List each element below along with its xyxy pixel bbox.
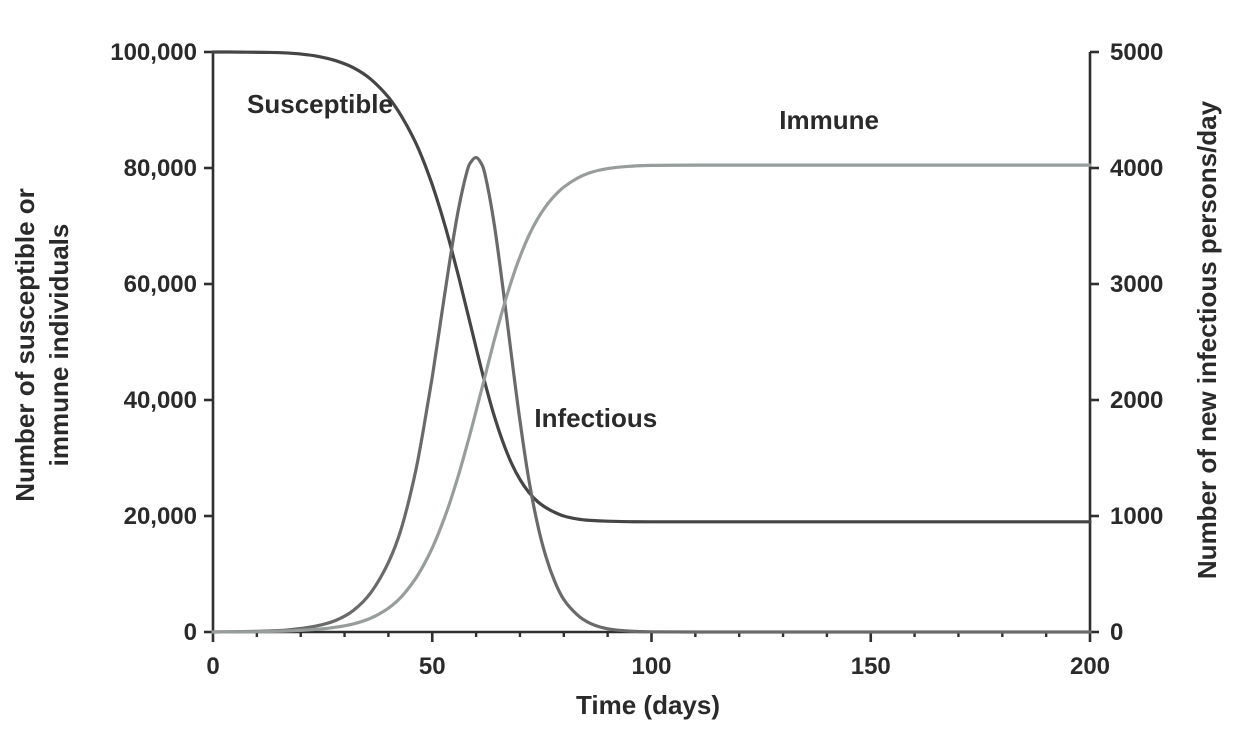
y-left-tick-label: 20,000 — [124, 503, 197, 530]
y-right-tick-label: 3000 — [1110, 271, 1163, 298]
curve-infectious — [211, 155, 1092, 634]
x-tick-label: 200 — [1070, 653, 1110, 680]
y-right-tick-label: 2000 — [1110, 387, 1163, 414]
y-left-tick-label: 80,000 — [124, 155, 197, 182]
x-tick-label: 150 — [851, 653, 891, 680]
y-right-tick-label: 0 — [1110, 619, 1123, 646]
y-axis-left-title-line2: immune individuals — [44, 224, 74, 467]
plot-area: 020,00040,00060,00080,000100,00001000200… — [110, 39, 1163, 680]
x-tick-label: 0 — [206, 653, 219, 680]
curve-label-infectious: Infectious — [534, 403, 657, 433]
curve-susceptible — [211, 50, 1092, 524]
y-right-tick-label: 1000 — [1110, 503, 1163, 530]
x-axis-title: Time (days) — [576, 690, 720, 720]
curve-immune — [211, 163, 1092, 634]
y-left-tick-label: 40,000 — [124, 387, 197, 414]
x-tick-label: 50 — [419, 653, 446, 680]
curve-label-immune: Immune — [779, 105, 879, 135]
x-tick-label: 100 — [631, 653, 671, 680]
y-axis-left-title-line1: Number of susceptible or — [10, 188, 40, 502]
y-left-tick-label: 60,000 — [124, 271, 197, 298]
y-left-tick-label: 0 — [184, 619, 197, 646]
y-axis-right-title: Number of new infectious persons/day — [1192, 100, 1222, 579]
y-right-tick-label: 5000 — [1110, 39, 1163, 66]
curve-label-susceptible: Susceptible — [247, 89, 393, 119]
y-right-tick-label: 4000 — [1110, 155, 1163, 182]
axes-frame-lines — [211, 52, 1092, 634]
y-left-tick-label: 100,000 — [110, 39, 197, 66]
